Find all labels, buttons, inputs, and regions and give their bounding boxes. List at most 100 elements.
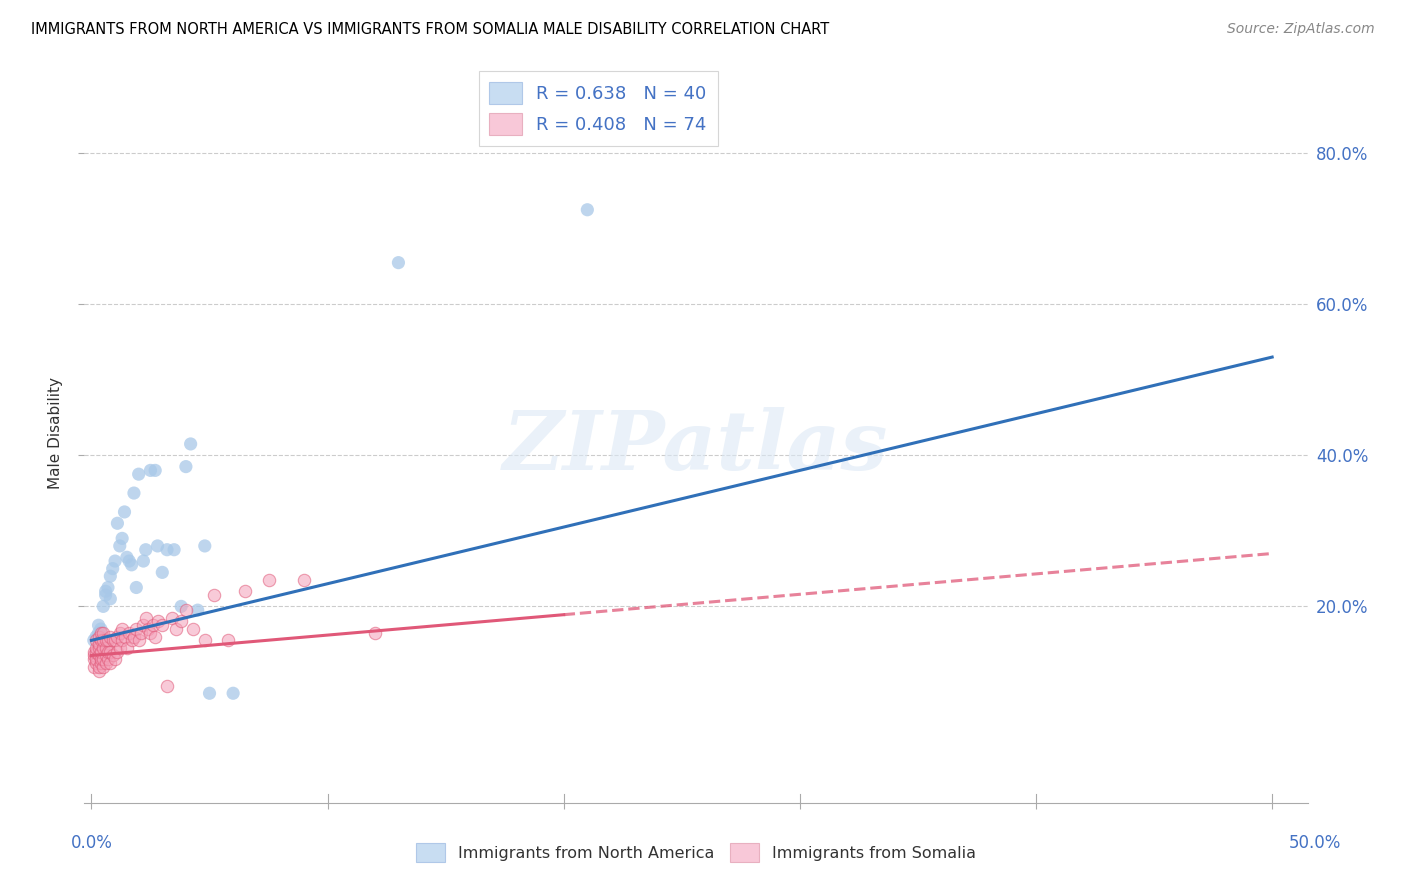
Point <box>104 633 127 648</box>
Point <box>84 652 107 666</box>
Point <box>174 603 197 617</box>
Point <box>94 588 117 602</box>
Point <box>87 664 110 678</box>
Point <box>136 622 159 636</box>
Point <box>87 637 110 651</box>
Point <box>217 633 239 648</box>
Point <box>104 554 127 568</box>
Point <box>129 625 152 640</box>
Point <box>83 648 105 663</box>
Point <box>125 622 148 636</box>
Point <box>139 463 162 477</box>
Point <box>90 652 112 666</box>
Text: ZIPatlas: ZIPatlas <box>503 408 889 487</box>
Point <box>94 656 117 670</box>
Point <box>122 486 145 500</box>
Text: IMMIGRANTS FROM NORTH AMERICA VS IMMIGRANTS FROM SOMALIA MALE DISABILITY CORRELA: IMMIGRANTS FROM NORTH AMERICA VS IMMIGRA… <box>31 22 830 37</box>
Point <box>132 618 155 632</box>
Point <box>114 630 136 644</box>
Point <box>135 611 157 625</box>
Point <box>166 622 188 636</box>
Point <box>84 656 107 670</box>
Point <box>198 686 221 700</box>
Point <box>163 542 186 557</box>
Point <box>170 599 193 614</box>
Point <box>90 656 112 670</box>
Point <box>90 633 112 648</box>
Point <box>121 558 143 572</box>
Point <box>87 618 110 632</box>
Point <box>107 630 129 644</box>
Text: 0.0%: 0.0% <box>70 834 112 852</box>
Point <box>87 640 110 655</box>
Point <box>181 622 204 636</box>
Point <box>160 611 183 625</box>
Point <box>83 633 105 648</box>
Point <box>91 633 114 648</box>
Point <box>233 584 256 599</box>
Point <box>111 633 134 648</box>
Point <box>101 561 124 575</box>
Point <box>115 550 138 565</box>
Point <box>108 539 131 553</box>
Point <box>107 645 129 659</box>
Point <box>180 437 202 451</box>
Y-axis label: Male Disability: Male Disability <box>48 376 63 489</box>
Point <box>98 591 121 606</box>
Point <box>576 202 599 217</box>
Point <box>87 625 110 640</box>
Point <box>156 679 179 693</box>
Point <box>150 618 173 632</box>
Point <box>101 633 124 648</box>
Point <box>97 652 120 666</box>
Point <box>387 255 409 269</box>
Point <box>94 648 117 663</box>
Point <box>132 554 155 568</box>
Point <box>118 554 141 568</box>
Point <box>128 467 150 482</box>
Point <box>194 633 217 648</box>
Point <box>98 656 121 670</box>
Point <box>257 573 280 587</box>
Point <box>94 633 117 648</box>
Point <box>90 645 112 659</box>
Point <box>91 652 114 666</box>
Point <box>87 660 110 674</box>
Point <box>83 652 105 666</box>
Point <box>90 622 112 636</box>
Point <box>139 625 162 640</box>
Point <box>114 505 136 519</box>
Point <box>98 645 121 659</box>
Point <box>108 625 131 640</box>
Text: 50.0%: 50.0% <box>1288 834 1341 852</box>
Point <box>97 581 120 595</box>
Point <box>84 633 107 648</box>
Point <box>84 645 107 659</box>
Point <box>87 630 110 644</box>
Point <box>146 615 169 629</box>
Point <box>98 630 121 644</box>
Point <box>143 630 166 644</box>
Point <box>170 615 193 629</box>
Point <box>202 588 225 602</box>
Point <box>111 532 134 546</box>
Point <box>142 618 165 632</box>
Point <box>83 660 105 674</box>
Point <box>87 648 110 663</box>
Point <box>98 569 121 583</box>
Point <box>121 633 143 648</box>
Point <box>128 633 150 648</box>
Point <box>101 648 124 663</box>
Legend: Immigrants from North America, Immigrants from Somalia: Immigrants from North America, Immigrant… <box>411 837 981 869</box>
Point <box>91 599 114 614</box>
Point <box>83 645 105 659</box>
Point <box>94 584 117 599</box>
Text: Source: ZipAtlas.com: Source: ZipAtlas.com <box>1227 22 1375 37</box>
Point <box>97 633 120 648</box>
Point <box>122 630 145 644</box>
Point <box>194 539 217 553</box>
Point <box>97 645 120 659</box>
Point <box>150 566 173 580</box>
Point <box>108 640 131 655</box>
Point <box>156 542 179 557</box>
